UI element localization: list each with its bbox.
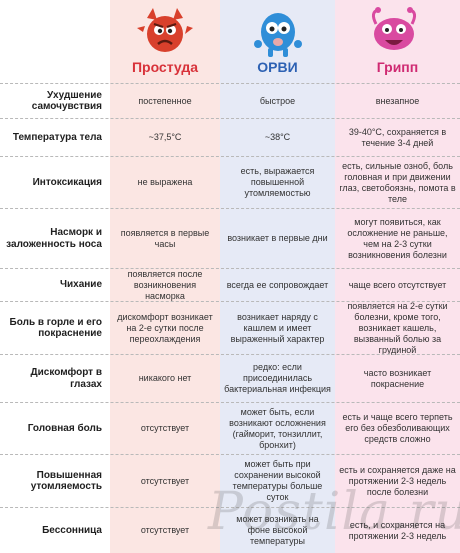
watermark: Postila.ru — [208, 482, 460, 542]
row-label: Интоксикация — [32, 176, 102, 188]
cold-cell: отсутствует — [140, 423, 190, 433]
row-label: Бессонница — [42, 524, 102, 536]
cold-cell: отсутствует — [140, 525, 190, 535]
table-row: Интоксикация не выражена есть, выражаетс… — [0, 156, 460, 208]
column-title-flu: Грипп — [376, 59, 419, 75]
orvi-cell: быстрое — [259, 95, 296, 106]
orvi-cell: есть, выражается повышенной утомляемость… — [240, 166, 315, 198]
flu-cell: есть, сильные озноб, боль головная и при… — [339, 160, 456, 204]
table-row: Чихание появляется после возникновения н… — [0, 268, 460, 301]
flu-cell: есть и сохраняется даже на протяжении 2-… — [339, 464, 456, 497]
table-header: Простуда ОРВИ Грипп — [0, 0, 460, 82]
row-label: Головная боль — [27, 422, 102, 434]
row-label: Дискомфорт в глазах — [30, 367, 102, 390]
column-title-cold: Простуда — [131, 59, 199, 75]
label-column-bg — [0, 0, 110, 553]
flu-column-bg — [335, 0, 460, 553]
cold-cell: постепенное — [138, 95, 192, 106]
orvi-cell: возникает в первые дни — [227, 233, 328, 243]
cold-virus-icon — [137, 8, 193, 52]
cold-cell: никакого нет — [138, 373, 192, 383]
orvi-cell: ~38°C — [264, 132, 291, 142]
row-label: Температура тела — [12, 131, 102, 143]
orvi-cell: всегда ее сопровождает — [226, 279, 329, 290]
orvi-cell: может быть, если возникают осложнения (г… — [229, 406, 326, 450]
table-row: Боль в горле и его покраснение дискомфор… — [0, 300, 460, 355]
flu-cell: есть, и сохраняется на протяжении 2-3 не… — [348, 519, 447, 541]
row-label: Чихание — [59, 279, 102, 291]
table-row: Ухудшение самочувствия постепенное быстр… — [0, 83, 460, 118]
orvi-virus-icon — [254, 13, 302, 57]
orvi-cell: редко: если присоединилась бактериальная… — [224, 362, 331, 394]
row-label: Насморк и заложенность носа — [6, 227, 102, 250]
cold-cell: появляется в первые часы — [120, 227, 210, 249]
cold-column-bg — [110, 0, 220, 553]
table-row: Температура тела ~37,5°C ~38°C 39-40°C, … — [0, 118, 460, 156]
table-row: Насморк и заложенность носа появляется в… — [0, 208, 460, 268]
flu-cell: могут появиться, как осложнение не раньш… — [347, 216, 448, 260]
orvi-cell: может быть при сохранении высокой темпер… — [232, 459, 323, 502]
row-label: Повышенная утомляемость — [30, 469, 102, 493]
cold-cell: отсутствует — [140, 475, 190, 486]
cold-cell: появляется после возникновения насморка — [127, 268, 203, 301]
orvi-cell: возникает наряду с кашлем и имеет выраже… — [230, 311, 325, 344]
table-row: Бессонница отсутствует может возникать н… — [0, 507, 460, 553]
orvi-cell: может возникать на фоне высокой температ… — [236, 514, 319, 546]
orvi-column-bg — [220, 0, 335, 553]
table-row: Повышенная утомляемость отсутствует може… — [0, 454, 460, 507]
cold-cell: дискомфорт возникает на 2-е сутки после … — [117, 311, 213, 344]
flu-cell: появляется на 2-е сутки болезни, кроме т… — [347, 300, 448, 355]
column-title-orvi: ОРВИ — [257, 59, 298, 75]
flu-cell: 39-40°C, сохраняется в течение 3-4 дней — [348, 126, 447, 148]
table-row: Головная боль отсутствует может быть, ес… — [0, 402, 460, 454]
flu-cell: часто возникает покраснение — [363, 367, 432, 389]
table-row: Дискомфорт в глазах никакого нет редко: … — [0, 354, 460, 402]
flu-cell: внезапное — [375, 95, 420, 106]
cold-cell: не выражена — [137, 177, 193, 187]
row-label: Ухудшение самочувствия — [31, 89, 102, 113]
flu-virus-icon — [371, 7, 417, 50]
row-label: Боль в горле и его покраснение — [9, 316, 102, 340]
flu-cell: есть и чаще всего терпеть его без обезбо… — [342, 412, 453, 444]
flu-cell: чаще всего отсутствует — [348, 279, 447, 290]
cold-cell: ~37,5°C — [148, 132, 182, 142]
